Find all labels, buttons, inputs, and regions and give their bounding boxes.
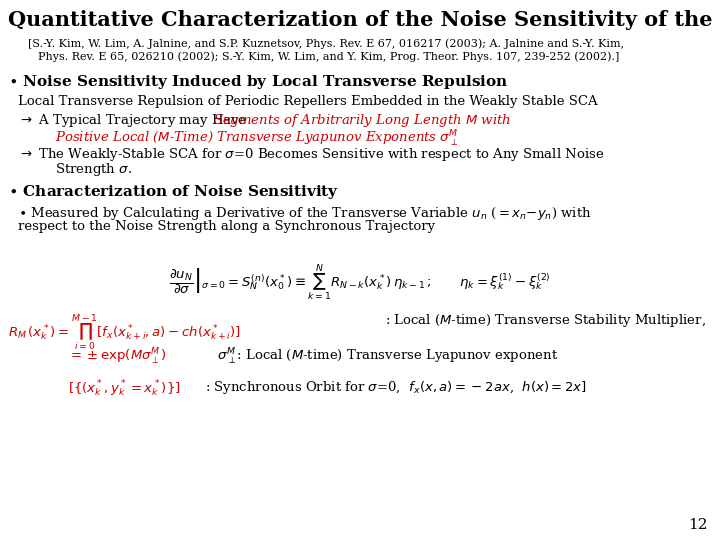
Text: $= \pm\exp(M\sigma_\perp^M)$: $= \pm\exp(M\sigma_\perp^M)$ bbox=[68, 347, 166, 367]
Text: $\rightarrow$ A Typical Trajectory may Have: $\rightarrow$ A Typical Trajectory may H… bbox=[18, 112, 248, 129]
Text: $R_M\,(x_k^*) = \prod_{i=0}^{M-1}[f_x(x_{k+i}^*, a) - ch(x_{k+i}^*)]$: $R_M\,(x_k^*) = \prod_{i=0}^{M-1}[f_x(x_… bbox=[8, 312, 241, 353]
Text: $\bullet$ Noise Sensitivity Induced by Local Transverse Repulsion: $\bullet$ Noise Sensitivity Induced by L… bbox=[8, 73, 508, 91]
Text: Local Transverse Repulsion of Periodic Repellers Embedded in the Weakly Stable S: Local Transverse Repulsion of Periodic R… bbox=[18, 95, 598, 108]
Text: Quantitative Characterization of the Noise Sensitivity of the SCA: Quantitative Characterization of the Noi… bbox=[8, 10, 720, 30]
Text: Strength $\sigma$.: Strength $\sigma$. bbox=[55, 161, 132, 178]
Text: respect to the Noise Strength along a Synchronous Trajectory: respect to the Noise Strength along a Sy… bbox=[18, 220, 435, 233]
Text: 12: 12 bbox=[688, 518, 708, 532]
Text: $[\{(x_k^*, y_k^* = x_k^*)\}]$: $[\{(x_k^*, y_k^* = x_k^*)\}]$ bbox=[68, 379, 181, 400]
Text: $\left.\dfrac{\partial u_N}{\partial \sigma}\right|_{\sigma=0} = S_N^{(n)}(x_0^*: $\left.\dfrac{\partial u_N}{\partial \si… bbox=[169, 262, 551, 302]
Text: $\bullet$ Characterization of Noise Sensitivity: $\bullet$ Characterization of Noise Sens… bbox=[8, 183, 339, 201]
Text: Segments of Arbitrarily Long Length $M$ with: Segments of Arbitrarily Long Length $M$ … bbox=[213, 112, 511, 129]
Text: Positive Local ($M$-Time) Transverse Lyapunov Exponents $\sigma_\perp^M$: Positive Local ($M$-Time) Transverse Lya… bbox=[55, 129, 459, 149]
Text: : Local ($M$-time) Transverse Stability Multiplier,: : Local ($M$-time) Transverse Stability … bbox=[385, 312, 706, 329]
Text: [S.-Y. Kim, W. Lim, A. Jalnine, and S.P. Kuznetsov, Phys. Rev. E 67, 016217 (200: [S.-Y. Kim, W. Lim, A. Jalnine, and S.P.… bbox=[28, 38, 624, 49]
Text: $\rightarrow$ The Weakly-Stable SCA for $\sigma$=0 Becomes Sensitive with respec: $\rightarrow$ The Weakly-Stable SCA for … bbox=[18, 146, 604, 163]
Text: : Synchronous Orbit for $\sigma$=0,  $f_x(x,a) = -2ax$,  $h(x) = 2x]$: : Synchronous Orbit for $\sigma$=0, $f_x… bbox=[205, 379, 587, 396]
Text: Phys. Rev. E 65, 026210 (2002); S.-Y. Kim, W. Lim, and Y. Kim, Prog. Theor. Phys: Phys. Rev. E 65, 026210 (2002); S.-Y. Ki… bbox=[38, 51, 619, 62]
Text: $\quad \sigma_\perp^M$: Local ($M$-time) Transverse Lyapunov exponent: $\quad \sigma_\perp^M$: Local ($M$-time)… bbox=[205, 347, 559, 367]
Text: $\bullet$ Measured by Calculating a Derivative of the Transverse Variable $u_n$ : $\bullet$ Measured by Calculating a Deri… bbox=[18, 205, 592, 222]
